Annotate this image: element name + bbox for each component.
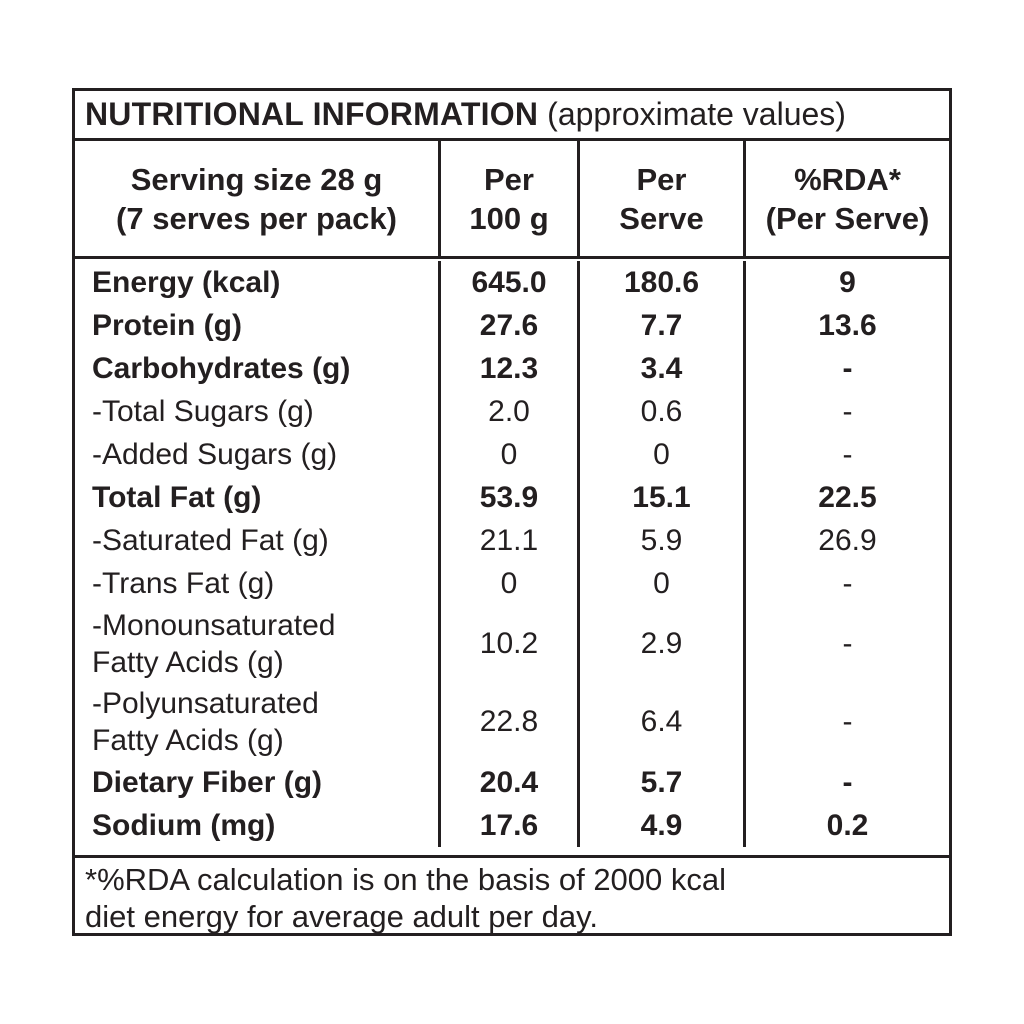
- value-per-100g: 27.6: [438, 304, 577, 347]
- table-row: -Total Sugars (g) 2.0 0.6-: [75, 390, 949, 433]
- value-per-serve: 3.4: [577, 347, 743, 390]
- row-label-line: -Added Sugars (g): [92, 438, 338, 471]
- column-header-rda: %RDA* (Per Serve): [743, 141, 949, 256]
- row-label: Carbohydrates (g): [75, 347, 438, 390]
- row-label: Sodium (mg): [75, 804, 438, 847]
- value-rda-per-serve: -: [743, 390, 949, 433]
- table-body: Energy (kcal) 645.0 180.6 9 Protein (g) 27.6 7…: [75, 259, 949, 855]
- value-per-serve: 2.9: [577, 605, 743, 683]
- value-per-100g: 0: [438, 433, 577, 476]
- value-per-serve: 0.6: [577, 390, 743, 433]
- value-per-serve: 0: [577, 562, 743, 605]
- value-per-serve: 5.9: [577, 519, 743, 562]
- footnote: *%RDA calculation is on the basis of 200…: [75, 855, 949, 934]
- table-row: Protein (g) 27.6 7.7 13.6: [75, 304, 949, 347]
- row-label-line: Energy (kcal): [92, 266, 281, 299]
- table-row: Total Fat (g) 53.9 15.1 22.5: [75, 476, 949, 519]
- row-label: Dietary Fiber (g): [75, 761, 438, 804]
- table-row: -Trans Fat (g) 0 0-: [75, 562, 949, 605]
- row-label-line: Fatty Acids (g): [92, 646, 284, 679]
- row-label-line: Carbohydrates (g): [92, 352, 351, 385]
- column-header-serving-size: Serving size 28 g (7 serves per pack): [75, 141, 438, 256]
- row-label: -Trans Fat (g): [75, 562, 438, 605]
- value-rda-per-serve: -: [743, 683, 949, 761]
- table-row: Sodium (mg) 17.6 4.9 0.2: [75, 804, 949, 847]
- footnote-line: diet energy for average adult per day.: [85, 898, 598, 934]
- row-label-line: Protein (g): [92, 309, 242, 342]
- nutrition-facts-table: NUTRITIONAL INFORMATION (approximate val…: [72, 88, 952, 936]
- value-per-100g: 21.1: [438, 519, 577, 562]
- table-row: -Monounsaturated Fatty Acids (g) 10.2 2.9-: [75, 605, 949, 683]
- row-label: -Monounsaturated Fatty Acids (g): [75, 605, 438, 683]
- table-row: Dietary Fiber (g) 20.4 5.7-: [75, 761, 949, 804]
- row-label: -Saturated Fat (g): [75, 519, 438, 562]
- value-per-100g: 0: [438, 562, 577, 605]
- value-per-serve: 7.7: [577, 304, 743, 347]
- column-header-line: 100 g: [469, 200, 549, 236]
- value-rda-per-serve: -: [743, 761, 949, 804]
- table-row: -Saturated Fat (g) 21.1 5.9 26.9: [75, 519, 949, 562]
- row-label: Energy (kcal): [75, 261, 438, 304]
- value-per-100g: 17.6: [438, 804, 577, 847]
- table-row: -Added Sugars (g) 0 0-: [75, 433, 949, 476]
- row-label-line: Fatty Acids (g): [92, 724, 284, 757]
- table-row: -Polyunsaturated Fatty Acids (g) 22.8 6.4-: [75, 683, 949, 761]
- value-per-serve: 6.4: [577, 683, 743, 761]
- row-label-line: -Monounsaturated: [92, 609, 336, 642]
- value-per-serve: 5.7: [577, 761, 743, 804]
- row-label-line: Total Fat (g): [92, 481, 262, 514]
- row-label-line: -Saturated Fat (g): [92, 524, 329, 557]
- value-rda-per-serve: 0.2: [743, 804, 949, 847]
- footnote-line: *%RDA calculation is on the basis of 200…: [85, 861, 727, 897]
- value-per-100g: 53.9: [438, 476, 577, 519]
- column-header-per-100g: Per 100 g: [438, 141, 577, 256]
- column-header-line: (Per Serve): [765, 200, 930, 236]
- value-per-100g: 20.4: [438, 761, 577, 804]
- row-label: -Added Sugars (g): [75, 433, 438, 476]
- value-per-100g: 645.0: [438, 261, 577, 304]
- row-label-line: -Total Sugars (g): [92, 395, 314, 428]
- value-per-serve: 0: [577, 433, 743, 476]
- column-header-line: Serve: [619, 200, 704, 236]
- column-header-row: Serving size 28 g (7 serves per pack) Pe…: [75, 141, 949, 259]
- table-row: Energy (kcal) 645.0 180.6 9: [75, 261, 949, 304]
- value-rda-per-serve: -: [743, 562, 949, 605]
- column-header-line: (7 serves per pack): [116, 200, 397, 236]
- table-row: Carbohydrates (g) 12.3 3.4-: [75, 347, 949, 390]
- value-per-100g: 2.0: [438, 390, 577, 433]
- column-header-line: Per: [636, 161, 687, 197]
- row-label: -Total Sugars (g): [75, 390, 438, 433]
- row-label-line: Sodium (mg): [92, 809, 276, 842]
- row-label-line: -Trans Fat (g): [92, 567, 275, 600]
- value-rda-per-serve: 22.5: [743, 476, 949, 519]
- value-per-serve: 15.1: [577, 476, 743, 519]
- table-subtitle: (approximate values): [547, 96, 846, 132]
- value-per-100g: 12.3: [438, 347, 577, 390]
- value-rda-per-serve: -: [743, 347, 949, 390]
- row-label: Protein (g): [75, 304, 438, 347]
- value-rda-per-serve: -: [743, 433, 949, 476]
- value-per-100g: 22.8: [438, 683, 577, 761]
- value-per-serve: 180.6: [577, 261, 743, 304]
- table-title: NUTRITIONAL INFORMATION: [85, 96, 539, 132]
- column-header-line: Per: [484, 161, 534, 197]
- value-rda-per-serve: 9: [743, 261, 949, 304]
- value-rda-per-serve: -: [743, 605, 949, 683]
- value-rda-per-serve: 13.6: [743, 304, 949, 347]
- column-header-line: %RDA*: [794, 161, 901, 197]
- table-title-row: NUTRITIONAL INFORMATION (approximate val…: [75, 91, 949, 141]
- value-per-100g: 10.2: [438, 605, 577, 683]
- row-label-line: -Polyunsaturated: [92, 687, 319, 720]
- row-label-line: Dietary Fiber (g): [92, 766, 323, 799]
- column-header-per-serve: Per Serve: [577, 141, 743, 256]
- value-per-serve: 4.9: [577, 804, 743, 847]
- column-header-line: Serving size 28 g: [130, 161, 383, 197]
- row-label: Total Fat (g): [75, 476, 438, 519]
- value-rda-per-serve: 26.9: [743, 519, 949, 562]
- row-label: -Polyunsaturated Fatty Acids (g): [75, 683, 438, 761]
